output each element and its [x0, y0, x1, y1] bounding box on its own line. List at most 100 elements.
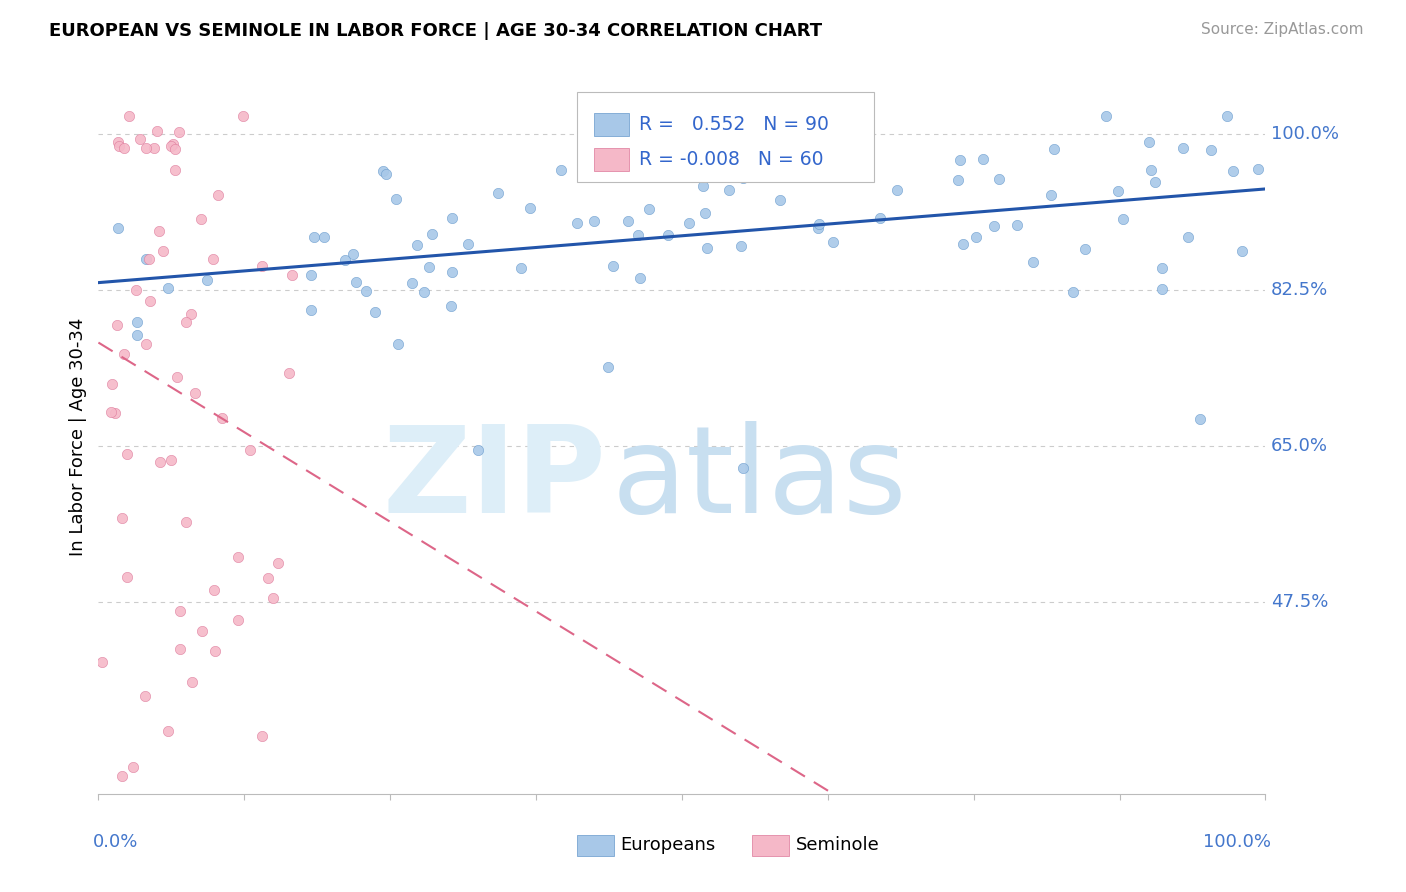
Point — [707, 156, 730, 170]
Point — [1095, 109, 1118, 123]
Point — [125, 283, 148, 297]
Point — [152, 244, 174, 258]
Point — [869, 211, 891, 226]
Point — [344, 275, 367, 289]
Point — [226, 550, 249, 565]
Point — [166, 369, 188, 384]
Point — [100, 405, 122, 419]
Point — [965, 230, 987, 244]
Point — [354, 284, 377, 298]
Point — [1039, 188, 1062, 202]
Point — [693, 206, 716, 220]
Point — [180, 675, 202, 690]
Text: 82.5%: 82.5% — [1271, 281, 1329, 299]
Point — [769, 194, 792, 208]
Point — [111, 769, 134, 783]
FancyBboxPatch shape — [576, 93, 875, 182]
Point — [149, 455, 172, 469]
Point — [509, 261, 531, 276]
Point — [385, 192, 408, 206]
Point — [1152, 282, 1174, 296]
Point — [730, 239, 752, 253]
Point — [134, 689, 156, 703]
Point — [1043, 142, 1066, 156]
Point — [135, 337, 157, 351]
Point — [107, 220, 129, 235]
Point — [148, 224, 170, 238]
Point — [1216, 109, 1239, 123]
Point — [138, 252, 160, 266]
Point — [733, 461, 755, 475]
Point — [440, 299, 463, 313]
Point — [952, 236, 974, 251]
Text: EUROPEAN VS SEMINOLE IN LABOR FORCE | AGE 30-34 CORRELATION CHART: EUROPEAN VS SEMINOLE IN LABOR FORCE | AG… — [49, 22, 823, 40]
Point — [163, 142, 186, 156]
Point — [467, 443, 489, 458]
Point — [598, 359, 620, 374]
Point — [162, 137, 184, 152]
Point — [583, 214, 606, 228]
Point — [169, 604, 191, 618]
Point — [190, 212, 212, 227]
Point — [519, 201, 541, 215]
Point — [278, 366, 301, 380]
Point — [987, 172, 1010, 186]
FancyBboxPatch shape — [576, 835, 614, 856]
Point — [371, 164, 394, 178]
Point — [191, 624, 214, 638]
Point — [91, 655, 114, 669]
Point — [1199, 143, 1222, 157]
Point — [281, 268, 304, 282]
Point — [886, 183, 908, 197]
Point — [486, 186, 509, 201]
Point — [239, 443, 262, 458]
Point — [139, 293, 162, 308]
Point — [638, 202, 661, 216]
Point — [202, 583, 225, 598]
Point — [112, 140, 135, 154]
Point — [135, 140, 157, 154]
Point — [262, 591, 284, 605]
Point — [1188, 412, 1211, 426]
Point — [117, 447, 139, 461]
Point — [180, 307, 202, 321]
Point — [159, 453, 181, 467]
Point — [441, 265, 464, 279]
Point — [1062, 285, 1084, 299]
Point — [104, 406, 127, 420]
Point — [418, 260, 440, 274]
Point — [195, 273, 218, 287]
Point — [565, 216, 588, 230]
Point — [412, 285, 434, 299]
Point — [1171, 141, 1194, 155]
Point — [550, 162, 572, 177]
Point — [657, 227, 679, 242]
FancyBboxPatch shape — [595, 112, 630, 136]
Point — [678, 216, 700, 230]
Point — [731, 171, 754, 186]
Text: 65.0%: 65.0% — [1271, 437, 1329, 455]
Point — [363, 305, 385, 319]
Point — [112, 346, 135, 360]
Point — [115, 570, 138, 584]
Point — [1107, 184, 1129, 198]
Point — [201, 252, 224, 267]
Point — [333, 252, 356, 267]
Point — [207, 187, 229, 202]
Point — [602, 259, 624, 273]
Point — [302, 230, 325, 244]
Text: Source: ZipAtlas.com: Source: ZipAtlas.com — [1201, 22, 1364, 37]
Point — [252, 260, 274, 274]
Point — [1022, 255, 1045, 269]
Point — [204, 644, 226, 658]
Point — [107, 135, 129, 149]
Point — [1140, 162, 1163, 177]
Point — [125, 315, 148, 329]
Point — [146, 124, 169, 138]
Point — [821, 235, 844, 249]
Point — [156, 280, 179, 294]
Point — [799, 145, 821, 160]
Point — [165, 163, 187, 178]
Point — [1222, 164, 1244, 178]
FancyBboxPatch shape — [752, 835, 789, 856]
